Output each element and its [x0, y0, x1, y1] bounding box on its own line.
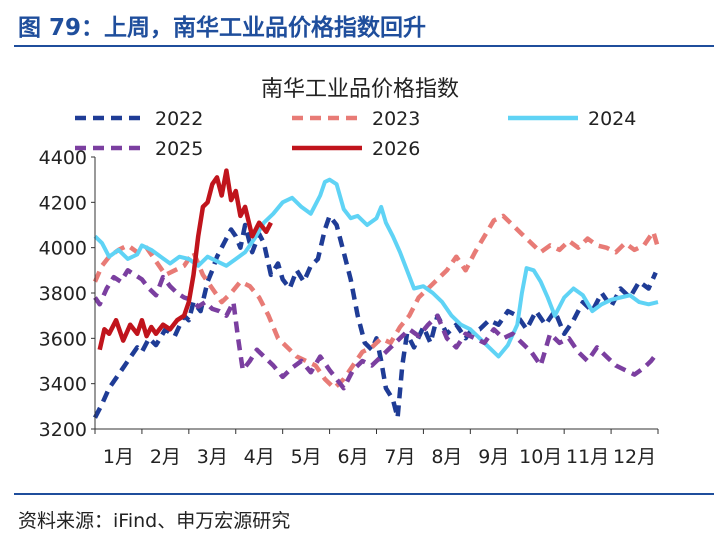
legend-label: 2022: [155, 108, 203, 130]
series-line-2026: [97, 168, 273, 351]
x-tick-label: 5月: [291, 446, 322, 468]
legend-item-2026: 2026: [292, 138, 420, 160]
source-divider: [14, 493, 714, 495]
legend-item-2022: 2022: [75, 108, 203, 130]
legend-label: 2026: [372, 138, 420, 160]
x-tick-label: 7月: [384, 446, 415, 468]
legend-item-2025: 2025: [75, 138, 203, 160]
x-tick-label: 3月: [197, 446, 228, 468]
y-tick-label: 3800: [39, 283, 87, 305]
x-tick-label: 10月: [519, 446, 562, 468]
title-divider: [14, 45, 714, 47]
legend: 2022 2023 2024 2025 2026: [75, 108, 636, 160]
y-tick-label: 4000: [39, 238, 87, 260]
series-line-2023: [92, 213, 661, 391]
y-tick-label: 3400: [39, 374, 87, 396]
x-tick-label: 11月: [566, 446, 609, 468]
series-line-2025: [93, 268, 660, 391]
x-tick-label: 1月: [103, 446, 134, 468]
y-tick-label: 3600: [39, 328, 87, 350]
x-tick-label: 6月: [337, 446, 368, 468]
series-line-2024: [93, 177, 659, 359]
y-tick-label: 4400: [39, 147, 87, 169]
x-tick-label: 4月: [244, 446, 275, 468]
axes-layer: 3200 3400 3600 3800 4000 4200 4400 1月 2月 3月 4月 5月 6月…: [39, 147, 659, 468]
legend-label: 2023: [372, 108, 420, 130]
y-tick-label: 3200: [39, 419, 87, 441]
x-tick-label: 8月: [431, 446, 462, 468]
chart-title: 南华工业品价格指数: [261, 77, 459, 102]
x-tick-label: 9月: [478, 446, 509, 468]
figure-title: 图 79：上周，南华工业品价格指数回升: [18, 15, 427, 41]
source-note: 资料来源：iFind、申万宏源研究: [18, 510, 291, 532]
legend-label: 2024: [588, 108, 636, 130]
series-layer: [92, 168, 661, 420]
x-tick-label: 12月: [613, 446, 656, 468]
legend-item-2024: 2024: [508, 108, 636, 130]
y-tick-label: 4200: [39, 192, 87, 214]
series-line-2022: [92, 213, 658, 420]
legend-item-2023: 2023: [292, 108, 420, 130]
x-tick-label: 2月: [150, 446, 181, 468]
legend-label: 2025: [155, 138, 203, 160]
